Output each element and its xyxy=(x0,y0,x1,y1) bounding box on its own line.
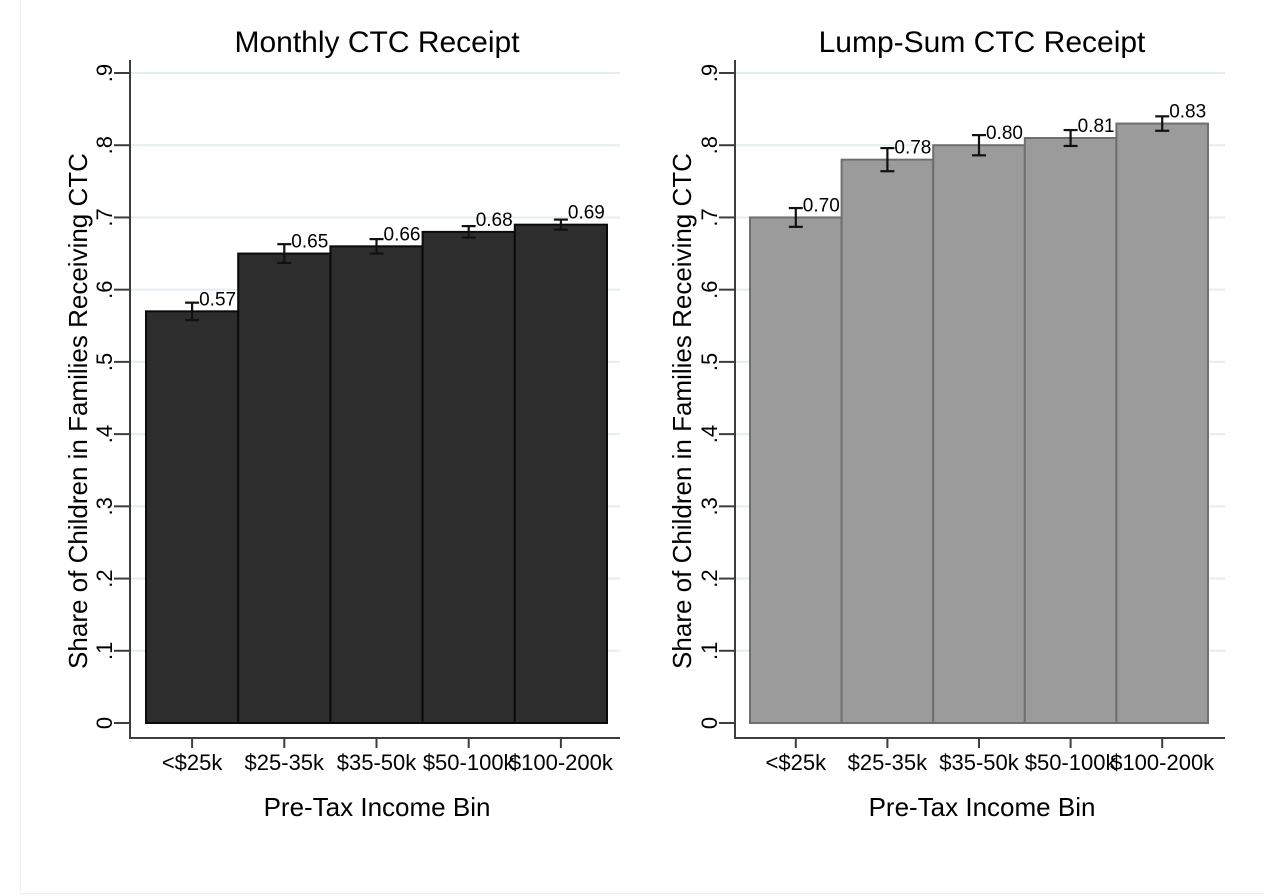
y-tick-label-right-7: .7 xyxy=(697,208,722,226)
bar-left-2 xyxy=(329,245,424,724)
bar-value-label-right-1: 0.78 xyxy=(894,138,931,159)
error-bar-left-3 xyxy=(461,225,476,239)
x-tick-label-right-2: $35-50k xyxy=(939,750,1020,775)
y-tick-label-left-9: .9 xyxy=(92,64,117,82)
y-tick-label-left-2: .2 xyxy=(92,569,117,587)
x-axis-title-right: Pre-Tax Income Bin xyxy=(868,792,1096,822)
bar-left-3 xyxy=(421,230,516,724)
bar-value-label-left-2: 0.66 xyxy=(384,224,421,245)
x-tick-label-left-0: <$25k xyxy=(162,750,224,775)
bar-right-4 xyxy=(1115,122,1210,725)
error-bar-right-4 xyxy=(1155,115,1170,132)
error-bar-right-1 xyxy=(880,147,895,173)
bar-right-3 xyxy=(1023,137,1118,724)
y-axis-title-left: Share of Children in Families Receiving … xyxy=(63,153,93,669)
x-tick-label-left-1: $25-35k xyxy=(245,750,326,775)
x-tick-label-right-0: <$25k xyxy=(766,750,828,775)
y-tick-label-right-4: .4 xyxy=(697,425,722,443)
error-bar-right-0 xyxy=(788,206,803,228)
y-tick-label-right-9: .9 xyxy=(697,64,722,82)
error-bar-left-2 xyxy=(369,238,384,255)
y-tick-label-left-5: .5 xyxy=(92,353,117,371)
bar-left-1 xyxy=(237,252,332,725)
y-tick-label-left-8: .8 xyxy=(92,136,117,154)
y-tick-label-right-6: .6 xyxy=(697,280,722,298)
x-axis-title-left: Pre-Tax Income Bin xyxy=(263,792,491,822)
error-bar-left-1 xyxy=(277,243,292,265)
y-tick-label-right-5: .5 xyxy=(697,353,722,371)
bar-value-label-right-3: 0.81 xyxy=(1078,116,1115,137)
x-tick-label-left-3: $50-100k xyxy=(423,750,516,775)
x-tick-label-right-4: $100-200k xyxy=(1110,750,1215,775)
error-bar-right-3 xyxy=(1063,128,1078,148)
y-tick-label-left-6: .6 xyxy=(92,280,117,298)
y-tick-label-left-3: .3 xyxy=(92,497,117,515)
bar-value-label-right-0: 0.70 xyxy=(803,195,840,216)
x-tick-label-right-3: $50-100k xyxy=(1025,750,1118,775)
y-tick-label-right-2: .2 xyxy=(697,569,722,587)
bar-value-label-right-2: 0.80 xyxy=(986,123,1023,144)
y-axis-title-right: Share of Children in Families Receiving … xyxy=(667,153,697,669)
y-tick-label-left-1: .1 xyxy=(92,642,117,660)
x-tick-label-right-1: $25-35k xyxy=(848,750,929,775)
x-tick-label-left-4: $100-200k xyxy=(509,750,614,775)
bar-right-0 xyxy=(749,216,843,724)
bar-value-label-right-4: 0.83 xyxy=(1169,102,1206,123)
y-tick-label-right-3: .3 xyxy=(697,497,722,515)
y-tick-label-right-1: .1 xyxy=(697,642,722,660)
error-bar-right-2 xyxy=(972,134,986,157)
y-tick-label-left-4: .4 xyxy=(92,425,117,443)
error-bar-left-4 xyxy=(553,218,568,231)
bar-value-label-left-0: 0.57 xyxy=(199,289,236,310)
y-tick-label-right-0: 0 xyxy=(697,717,722,729)
panel-title-monthly: Monthly CTC Receipt xyxy=(234,26,520,59)
bar-right-1 xyxy=(840,158,935,724)
y-tick-label-left-7: .7 xyxy=(92,208,117,226)
x-tick-label-left-2: $35-50k xyxy=(337,750,418,775)
bar-value-label-left-1: 0.65 xyxy=(291,232,328,253)
panel-title-lumpsum: Lump-Sum CTC Receipt xyxy=(818,26,1146,59)
bar-left-4 xyxy=(513,223,608,725)
error-bar-left-0 xyxy=(185,301,200,322)
bar-right-2 xyxy=(932,144,1026,724)
bar-value-label-left-3: 0.68 xyxy=(476,210,513,231)
y-tick-label-right-8: .8 xyxy=(697,136,722,154)
y-tick-label-left-0: 0 xyxy=(92,717,117,729)
bar-left-0 xyxy=(145,310,240,724)
bar-value-label-left-4: 0.69 xyxy=(568,203,605,224)
